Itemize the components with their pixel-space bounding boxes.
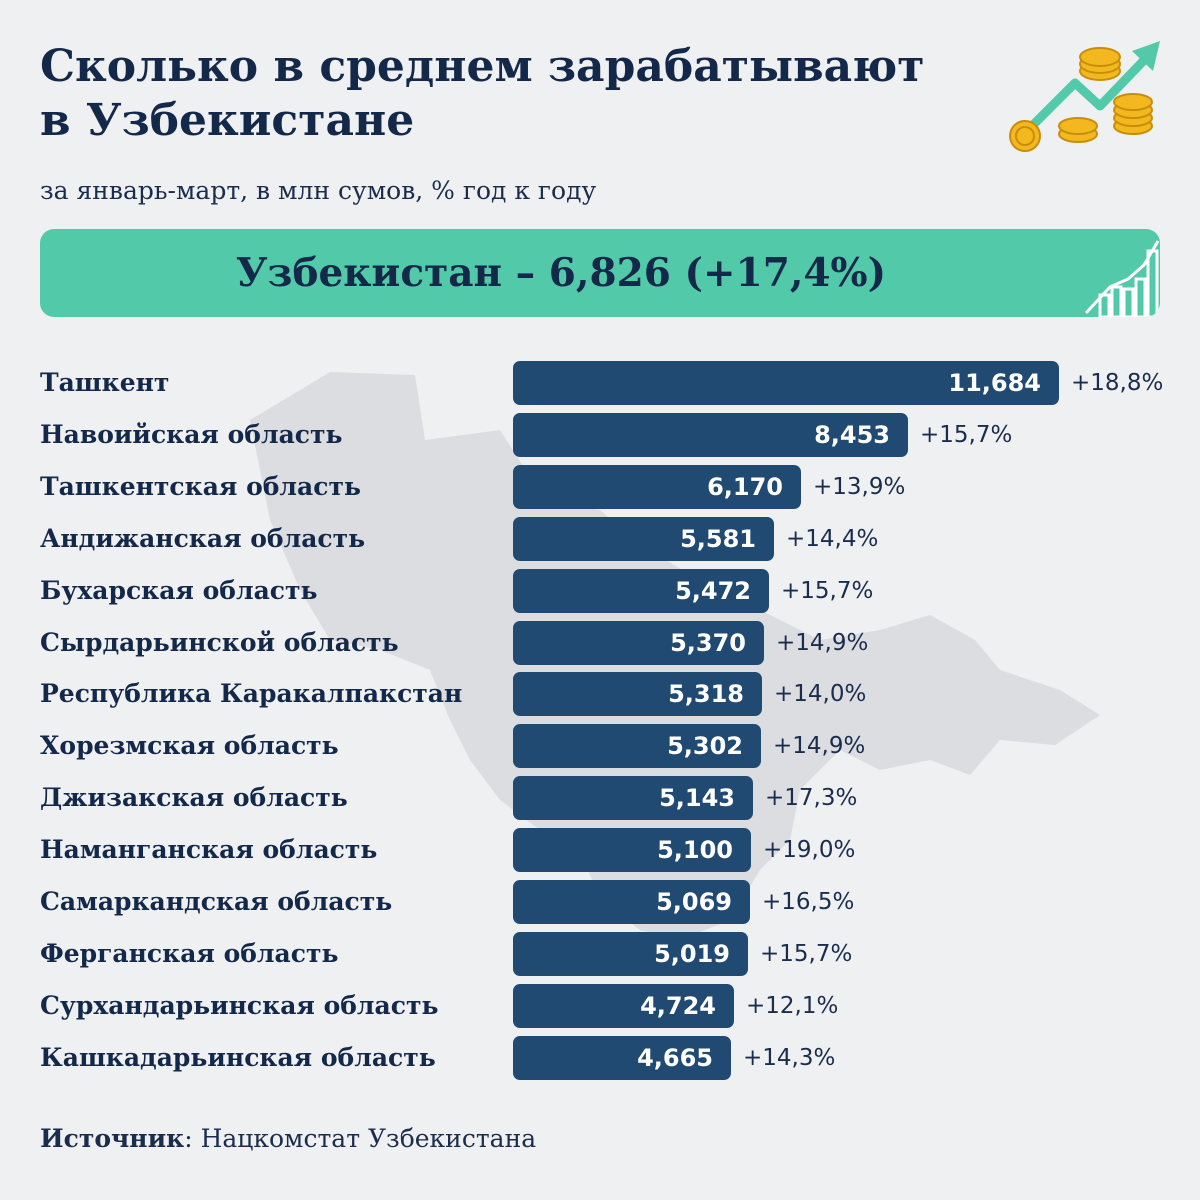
category-label: Джизакская область: [40, 783, 348, 812]
bar-value-label: 5,143: [659, 784, 735, 812]
bar-value-label: 5,100: [657, 836, 733, 864]
bar-value-label: 8,453: [814, 421, 890, 449]
category-label: Республика Каракалпакстан: [40, 679, 463, 708]
bar-value-label: 5,302: [667, 732, 743, 760]
bar-value-label: 11,684: [948, 369, 1041, 397]
bar: [513, 828, 751, 872]
bar: [513, 465, 801, 509]
bar: [513, 880, 750, 924]
bar: [513, 413, 908, 457]
title-line-1: Сколько в среднем зарабатывают: [40, 41, 925, 92]
category-label: Сурхандарьинская область: [40, 991, 439, 1020]
category-label: Бухарская область: [40, 576, 318, 605]
category-label: Самаркандская область: [40, 887, 393, 916]
total-banner: Узбекистан – 6,826 (+17,4%): [40, 229, 1160, 317]
bar-change-label: +16,5%: [762, 889, 855, 915]
category-label: Ташкент: [40, 368, 170, 397]
source-text: : Нацкомстат Узбекистана: [184, 1124, 537, 1153]
bar-change-label: +14,9%: [773, 733, 866, 759]
bar-change-label: +15,7%: [920, 422, 1013, 448]
bar-value-label: 5,370: [670, 629, 746, 657]
bar-change-label: +14,4%: [786, 526, 879, 552]
bar-value-label: 4,724: [640, 992, 716, 1020]
bar-change-label: +14,3%: [743, 1045, 836, 1071]
bar-change-label: +18,8%: [1071, 370, 1164, 396]
total-banner-text: Узбекистан – 6,826 (+17,4%): [235, 250, 887, 296]
page-title: Сколько в среднем зарабатывают в Узбекис…: [40, 40, 940, 148]
bar-value-label: 6,170: [707, 473, 783, 501]
coins-growth-icon: [1009, 41, 1160, 152]
bar: [513, 361, 1059, 405]
bar-change-label: +14,0%: [774, 681, 867, 707]
bar-value-label: 5,581: [680, 525, 756, 553]
bar-change-label: +17,3%: [765, 785, 858, 811]
category-label: Наманганская область: [40, 835, 378, 864]
bar: [513, 1036, 731, 1080]
bar-chart-icon: [1084, 240, 1160, 317]
bar-value-label: 5,069: [656, 888, 732, 916]
source-note: Источник: Нацкомстат Узбекистана: [40, 1124, 536, 1153]
category-label: Хорезмская область: [40, 731, 339, 760]
bar-value-label: 5,019: [654, 940, 730, 968]
regional-wages-bar-chart: Ташкент 11,684 +18,8% Навоийская область 8,4…: [40, 361, 1164, 1080]
bar: [513, 724, 761, 768]
bar-change-label: +15,7%: [781, 578, 874, 604]
bar-value-label: 5,318: [668, 680, 744, 708]
bar-change-label: +12,1%: [746, 993, 839, 1019]
subtitle: за январь-март, в млн сумов, % год к год…: [40, 176, 597, 205]
category-label: Андижанская область: [40, 524, 366, 553]
bar-value-label: 4,665: [637, 1044, 713, 1072]
source-label: Источник: [40, 1124, 185, 1153]
bar: [513, 984, 734, 1028]
category-label: Ферганская область: [40, 939, 339, 968]
bar: [513, 672, 762, 716]
bar-change-label: +15,7%: [760, 941, 853, 967]
category-label: Сырдарьинской область: [40, 628, 399, 657]
category-label: Навоийская область: [40, 420, 343, 449]
category-label: Ташкентская область: [40, 472, 361, 501]
bar-change-label: +14,9%: [776, 630, 869, 656]
bar: [513, 621, 764, 665]
bar: [513, 776, 753, 820]
title-line-2: в Узбекистане: [40, 95, 415, 146]
bar-change-label: +19,0%: [763, 837, 856, 863]
bar: [513, 932, 748, 976]
bar-value-label: 5,472: [675, 577, 751, 605]
category-label: Кашкадарьинская область: [40, 1043, 436, 1072]
bar: [513, 517, 774, 561]
bar-change-label: +13,9%: [813, 474, 906, 500]
bar: [513, 569, 769, 613]
